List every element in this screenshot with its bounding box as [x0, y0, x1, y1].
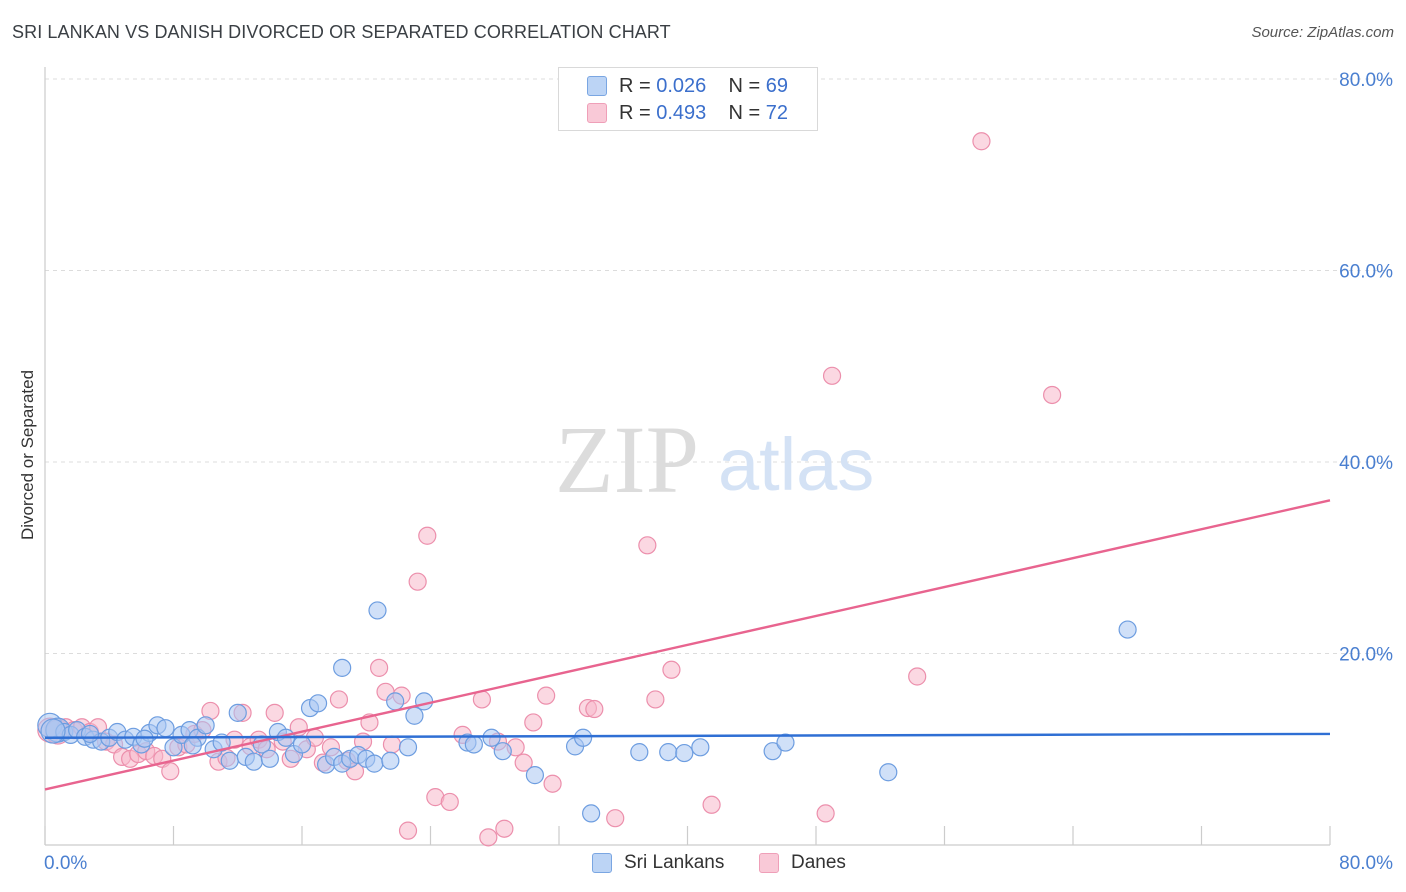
point-sri-lankan — [156, 719, 175, 738]
point-dane — [537, 686, 556, 705]
y-tick-label: 80.0% — [1339, 70, 1393, 91]
point-sri-lankan — [493, 742, 512, 761]
x-tick-label: 0.0% — [44, 853, 87, 874]
legend-r-value: 0.493 — [656, 101, 707, 124]
bottom-legend-swatch-blue — [592, 853, 612, 873]
watermark-zip: ZIP — [555, 406, 699, 513]
bottom-legend-label: Sri Lankans — [624, 852, 725, 873]
point-sri-lankan — [244, 752, 263, 771]
point-sri-lankan — [292, 735, 312, 754]
point-sri-lankan — [405, 706, 424, 725]
legend-row-sri-lankans: R = 0.026 N = 69 — [587, 74, 788, 98]
point-sri-lankan — [228, 703, 247, 722]
y-tick-label: 40.0% — [1339, 453, 1393, 474]
legend-r-value: 0.026 — [656, 74, 707, 97]
point-sri-lankan — [691, 738, 710, 757]
point-dane — [329, 690, 349, 709]
bottom-legend: Sri Lankans Danes — [0, 852, 1406, 878]
point-dane — [161, 762, 180, 781]
point-dane — [816, 804, 835, 823]
point-sri-lankan — [659, 743, 678, 762]
point-dane — [398, 821, 418, 840]
point-dane — [440, 792, 459, 812]
grid-lines — [45, 78, 1392, 654]
point-dane — [638, 536, 657, 555]
bottom-legend-sri-lankans: Sri Lankans — [592, 852, 724, 874]
point-dane — [495, 819, 514, 838]
bottom-legend-danes: Danes — [759, 852, 846, 874]
point-sri-lankan — [368, 601, 387, 620]
point-dane — [408, 572, 427, 591]
point-sri-lankan — [333, 658, 352, 677]
source-label: Source: ZipAtlas.com — [1251, 24, 1394, 41]
point-sri-lankan — [308, 694, 328, 713]
point-sri-lankan — [776, 733, 795, 752]
point-dane — [382, 735, 402, 754]
point-sri-lankan — [1118, 620, 1137, 639]
legend-n-label: N = — [728, 74, 761, 97]
point-dane — [662, 660, 681, 679]
point-dane — [972, 132, 991, 151]
point-sri-lankan — [40, 718, 66, 744]
y-tick-label: 60.0% — [1339, 262, 1393, 283]
point-sri-lankan — [381, 751, 400, 770]
point-dane — [606, 809, 625, 828]
point-sri-lankan — [630, 743, 649, 762]
point-dane — [908, 667, 927, 686]
point-sri-lankan — [398, 738, 418, 757]
point-dane — [418, 526, 437, 545]
point-sri-lankan — [464, 735, 483, 754]
legend-r-label: R = — [619, 101, 651, 124]
point-dane — [265, 703, 284, 722]
x-tick-label: 80.0% — [1339, 853, 1393, 874]
point-sri-lankan — [196, 716, 215, 735]
point-dane — [543, 774, 562, 793]
bottom-legend-swatch-pink — [759, 853, 779, 873]
point-sri-lankan — [183, 736, 202, 755]
point-sri-lankan — [763, 742, 782, 761]
point-sri-lankan — [482, 728, 501, 747]
point-sri-lankan — [220, 751, 239, 770]
point-dane — [524, 713, 543, 732]
watermark-atlas: atlas — [718, 423, 874, 506]
point-sri-lankan — [879, 763, 898, 782]
trend-line-sri-lankans — [44, 732, 1331, 739]
legend-n-label: N = — [728, 101, 761, 124]
axes — [44, 67, 1331, 846]
legend-swatch-pink — [587, 103, 607, 123]
point-sri-lankan — [582, 804, 601, 823]
point-sri-lankan — [675, 743, 694, 763]
point-sri-lankan — [525, 766, 545, 785]
point-dane — [1043, 385, 1062, 405]
point-dane — [370, 658, 389, 677]
point-dane — [702, 795, 721, 814]
point-sri-lankan — [573, 728, 593, 747]
point-sri-lankan — [414, 692, 434, 711]
trend-line-danes — [44, 499, 1331, 791]
point-dane — [514, 753, 533, 772]
legend-n-value: 72 — [765, 101, 789, 124]
legend-row-danes: R = 0.493 N = 72 — [587, 101, 788, 125]
point-sri-lankan — [365, 754, 384, 773]
tick-labels: 20.0% 40.0% 60.0% 80.0% 0.0% 80.0% — [44, 70, 1393, 874]
legend-swatch-blue — [587, 76, 607, 96]
legend-n-value: 69 — [765, 74, 789, 97]
bottom-legend-label: Danes — [791, 852, 846, 873]
point-dane — [646, 690, 665, 709]
point-dane — [585, 699, 604, 719]
point-sri-lankan — [386, 692, 405, 711]
chart-title: SRI LANKAN VS DANISH DIVORCED OR SEPARAT… — [12, 22, 671, 42]
point-sri-lankan — [260, 749, 279, 768]
legend-r-label: R = — [619, 74, 651, 97]
point-sri-lankan — [135, 729, 154, 748]
point-dane — [479, 828, 498, 847]
point-sri-lankan — [80, 724, 100, 744]
y-tick-label: 20.0% — [1339, 645, 1393, 666]
point-dane — [822, 366, 842, 385]
watermark: ZIP atlas — [555, 406, 874, 513]
trend-lines — [44, 499, 1331, 791]
legend: R = 0.026 N = 69 R = 0.493 N = 72 — [558, 67, 818, 131]
